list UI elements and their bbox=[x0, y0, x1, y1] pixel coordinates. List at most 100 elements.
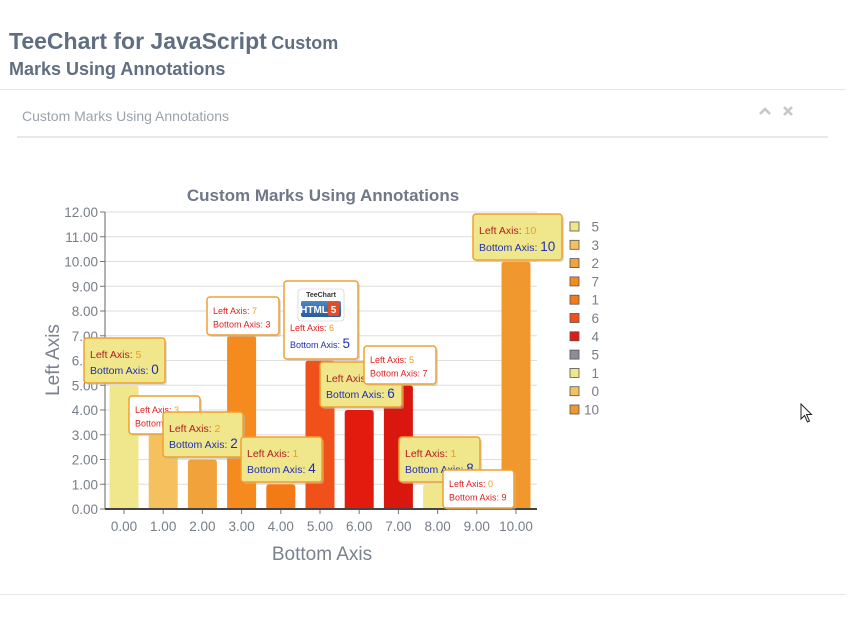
y-axis-title: Left Axis bbox=[43, 324, 64, 396]
annotation-left-axis: Left Axis: 7 bbox=[213, 306, 257, 316]
legend-swatch bbox=[569, 294, 580, 305]
legend-label: 1 bbox=[591, 366, 599, 381]
x-tick-label: 6.00 bbox=[346, 519, 372, 534]
annotation-callout: TeeChart HTML 5 Left Axis: 6 Bottom Axis: 5 bbox=[283, 280, 360, 361]
y-tick-label: 3.00 bbox=[72, 428, 98, 443]
annotation-left-axis: Left Axis: 5 bbox=[90, 349, 142, 361]
x-tick-label: 10.00 bbox=[499, 519, 533, 534]
annotation-bottom-axis: Bottom Axis: 10 bbox=[479, 239, 555, 254]
y-tick-label: 8.00 bbox=[72, 304, 98, 319]
annotation-box bbox=[472, 213, 563, 261]
legend-label: 3 bbox=[591, 238, 599, 253]
annotation-callout: Left Axis: 7 Bottom Axis: 3 bbox=[206, 296, 281, 337]
annotation-bottom-axis: Bottom Axis: 6 bbox=[326, 386, 395, 401]
chevron-up-icon[interactable] bbox=[758, 104, 772, 122]
annotation-callout: Left Axis: 0 Bottom Axis: 9 bbox=[442, 469, 516, 510]
y-tick-label: 0.00 bbox=[72, 502, 98, 517]
annotation-box bbox=[83, 337, 166, 384]
window-edge bbox=[846, 0, 864, 638]
panel-header: Custom Marks Using Annotations bbox=[17, 96, 828, 138]
legend-label: 5 bbox=[591, 348, 599, 363]
legend-swatch bbox=[569, 276, 580, 287]
annotation-box bbox=[442, 469, 515, 509]
x-tick-label: 2.00 bbox=[189, 519, 215, 534]
annotation-box bbox=[240, 436, 323, 483]
html5-logo-brand: TeeChart bbox=[306, 292, 336, 299]
annotation-callout: Left Axis: 5 Bottom Axis: 7 bbox=[363, 345, 438, 386]
annotation-bottom-axis: Bottom Axis: 2 bbox=[169, 436, 238, 451]
x-tick-label: 3.00 bbox=[228, 519, 254, 534]
annotation-box bbox=[206, 296, 280, 336]
legend-label: 7 bbox=[591, 274, 599, 289]
x-tick-label: 4.00 bbox=[268, 519, 294, 534]
bar bbox=[266, 484, 296, 509]
annotation-bottom-axis: Bottom Axis: 7 bbox=[370, 369, 428, 379]
x-tick-label: 0.00 bbox=[111, 519, 137, 534]
legend-swatch bbox=[569, 386, 580, 397]
axes: 0.00 1.00 2.00 3.00 4.00 5.00 6.00 7.00 8.00 9.00… bbox=[64, 205, 537, 534]
legend-label: 2 bbox=[591, 256, 599, 271]
panel-title: Custom Marks Using Annotations bbox=[22, 108, 229, 124]
y-tick-label: 11.00 bbox=[65, 230, 98, 245]
page-title-sub: Custom bbox=[271, 33, 339, 53]
html5-logo-text: HTML bbox=[300, 305, 328, 316]
chart-title: Custom Marks Using Annotations bbox=[187, 186, 459, 205]
bar bbox=[344, 410, 374, 509]
legend-swatch bbox=[569, 349, 580, 360]
legend-swatch bbox=[569, 239, 580, 250]
x-tick-label: 1.00 bbox=[150, 519, 176, 534]
chart: Custom Marks Using Annotations 0.00 1.00 2… bbox=[43, 186, 599, 565]
legend-label: 4 bbox=[591, 329, 599, 344]
legend-label: 0 bbox=[591, 384, 599, 399]
y-tick-label: 10.00 bbox=[64, 255, 98, 270]
html5-logo-shield bbox=[328, 302, 339, 316]
x-axis-title: Bottom Axis bbox=[272, 544, 372, 565]
x-tick-label: 8.00 bbox=[424, 519, 450, 534]
legend-swatch bbox=[569, 331, 580, 342]
bar bbox=[501, 261, 531, 509]
page-title: TeeChart for JavaScript Custom Marks Usi… bbox=[9, 28, 429, 80]
annotation-left-axis: Left Axis: 1 bbox=[247, 448, 299, 460]
annotation-left-axis: Left Axis: 0 bbox=[449, 479, 493, 489]
annotation-left-axis: Left Axis: 6 bbox=[290, 323, 334, 333]
annotation-left-axis: Left Axis: 3 bbox=[135, 405, 179, 415]
header-divider bbox=[0, 89, 846, 90]
legend-swatch bbox=[569, 367, 580, 378]
x-tick-label: 7.00 bbox=[385, 519, 411, 534]
annotation-left-axis: Left Axis: 2 bbox=[169, 423, 221, 435]
annotation-bottom-axis: Bottom Axis: 0 bbox=[90, 362, 159, 377]
page-title-sub-line2: Marks Using Annotations bbox=[9, 59, 226, 79]
annotation-left-axis: Left Axis: 5 bbox=[370, 355, 414, 365]
annotation-box bbox=[363, 345, 437, 385]
y-tick-label: 12.00 bbox=[64, 205, 98, 220]
legend-swatch bbox=[569, 258, 580, 269]
legend-swatch bbox=[569, 221, 580, 232]
legend-label: 10 bbox=[584, 403, 599, 418]
annotation-bottom-axis: Bottom Axis: 3 bbox=[213, 320, 271, 330]
legend-swatch bbox=[569, 313, 580, 323]
x-tick-label: 9.00 bbox=[464, 519, 490, 534]
y-tick-label: 1.00 bbox=[72, 477, 98, 492]
annotation-left-axis: Left Axis: 1 bbox=[405, 448, 457, 460]
panel-footer-divider bbox=[0, 594, 846, 595]
legend-label: 6 bbox=[591, 311, 599, 326]
bar bbox=[187, 459, 217, 509]
legend-label: 5 bbox=[591, 220, 599, 235]
annotation-bottom-axis: Bottom Axis: 4 bbox=[247, 461, 316, 476]
page-title-main: TeeChart for JavaScript bbox=[9, 28, 267, 54]
legend-swatch bbox=[569, 404, 580, 415]
legend-label: 1 bbox=[591, 293, 599, 308]
annotation-left-axis: Left Axis: 10 bbox=[479, 225, 536, 237]
y-tick-label: 4.00 bbox=[72, 403, 98, 418]
annotation-box bbox=[162, 411, 244, 458]
annotation-callout: Left Axis: 10 Bottom Axis: 10 bbox=[472, 213, 564, 262]
html5-logo-five: 5 bbox=[331, 305, 337, 316]
y-tick-label: 9.00 bbox=[72, 279, 98, 294]
y-tick-label: 2.00 bbox=[72, 453, 98, 468]
close-icon[interactable] bbox=[781, 104, 795, 122]
